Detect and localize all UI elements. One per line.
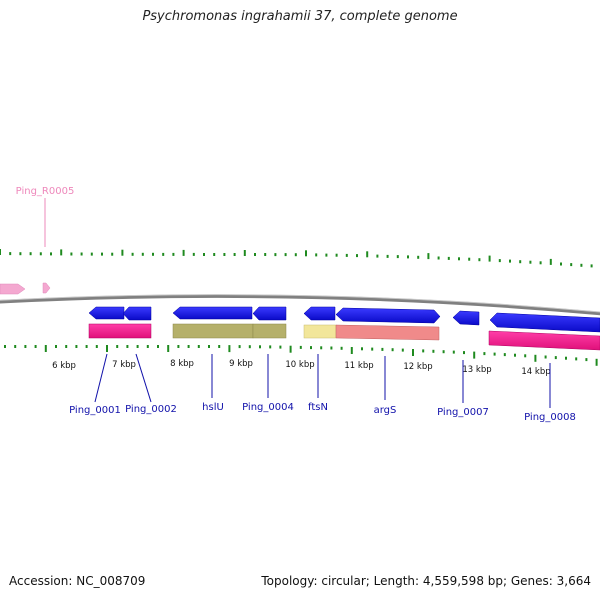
cds-args[interactable]: [335, 307, 441, 324]
scale-labels: 6 kbp 7 kbp 8 kbp 9 kbp 10 kbp 11 kbp 12 kbp 13…: [52, 359, 551, 377]
feature-label-ping-0001[interactable]: Ping_0001: [69, 405, 121, 416]
cds-ftsn[interactable]: [303, 306, 336, 321]
label-leader-lines: [44, 198, 551, 408]
feature-label-ping-0004[interactable]: Ping_0004: [242, 402, 294, 413]
cog-bar-ftsn: [303, 324, 337, 339]
scale-label: 7 kbp: [112, 360, 136, 370]
outer-tick-marks: [0, 249, 593, 268]
scale-label: 8 kbp: [170, 359, 194, 369]
map-title: Psychromonas ingrahamii 37, complete gen…: [142, 9, 458, 24]
scale-label: 9 kbp: [229, 359, 253, 369]
topology-label: Topology: circular; Length: 4,559,598 bp…: [261, 574, 591, 588]
genome-backbone-highlight: [0, 294, 600, 313]
cog-bar-ping-0004: [252, 323, 287, 339]
cds-ping-0008[interactable]: [489, 312, 600, 333]
cog-bar-ping-0008: [488, 330, 600, 351]
feature-label-ping-0008[interactable]: Ping_0008: [524, 412, 576, 423]
feature-labels: Ping_R0005 Ping_0001 Ping_0002 hslU Ping_000…: [16, 186, 576, 423]
feature-label-ping-0002[interactable]: Ping_0002: [125, 404, 177, 415]
scale-label: 14 kbp: [521, 367, 550, 377]
cds-track: [88, 306, 600, 333]
scale-label: 6 kbp: [52, 361, 76, 371]
cds-hslu[interactable]: [172, 306, 253, 320]
rrna-arrow-ping-r0005[interactable]: [0, 283, 26, 295]
feature-label-ping-r0005[interactable]: Ping_R0005: [16, 186, 75, 197]
cog-bar-hslu: [172, 323, 254, 339]
cog-bar-ping-0001: [88, 323, 152, 339]
genome-backbone: [0, 294, 600, 316]
feature-label-ftsn[interactable]: ftsN: [308, 402, 328, 413]
scale-label: 13 kbp: [462, 365, 491, 375]
cds-ping-0002[interactable]: [122, 306, 152, 321]
scale-label: 11 kbp: [344, 361, 373, 371]
cog-bar-args: [335, 324, 440, 341]
feature-label-args[interactable]: argS: [374, 405, 397, 416]
cds-ping-0007[interactable]: [452, 310, 480, 326]
feature-label-ping-0007[interactable]: Ping_0007: [437, 407, 489, 418]
cog-track: [88, 323, 600, 351]
feature-label-hslu[interactable]: hslU: [202, 402, 224, 413]
rrna-arrow-small[interactable]: [42, 282, 51, 294]
accession-label: Accession: NC_008709: [9, 574, 146, 588]
cds-ping-0001[interactable]: [88, 306, 125, 320]
inner-tick-marks: [4, 345, 598, 366]
cds-ping-0004[interactable]: [252, 306, 287, 321]
scale-label: 10 kbp: [285, 360, 314, 370]
scale-label: 12 kbp: [403, 362, 432, 372]
